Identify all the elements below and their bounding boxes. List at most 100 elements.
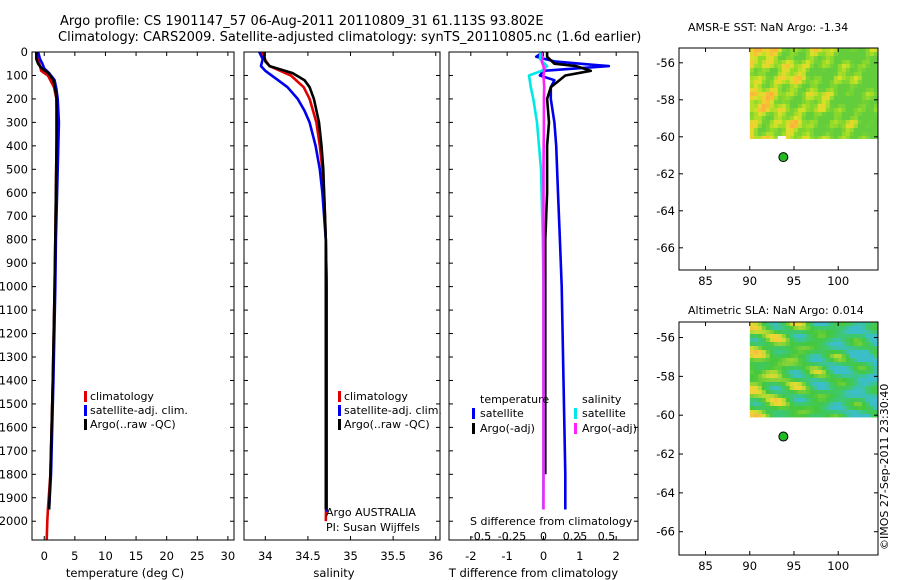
map-cell <box>865 116 871 121</box>
map-cell <box>833 100 839 105</box>
map-cell <box>809 128 815 133</box>
map-cell <box>833 394 839 399</box>
map-cell <box>785 80 791 85</box>
map-y-tick-label: -62 <box>656 167 675 181</box>
map-cell <box>813 52 819 57</box>
map-cell <box>793 116 799 121</box>
map-cell <box>793 56 799 61</box>
map-cell <box>813 370 819 375</box>
map-cell <box>861 394 867 399</box>
map-cell <box>785 338 791 343</box>
map-cell <box>861 92 867 97</box>
map-cell <box>825 326 831 331</box>
map-cell <box>749 48 755 53</box>
map-cell <box>805 382 811 387</box>
map-cell <box>857 338 863 343</box>
map-cell <box>869 334 875 339</box>
map-cell <box>821 378 827 383</box>
y-tick-label: 1200 <box>0 327 28 341</box>
map-cell <box>825 402 831 407</box>
map-cell <box>845 386 851 391</box>
map-cell <box>857 108 863 113</box>
x-tick-label: 0 <box>41 549 48 563</box>
map-cell <box>809 120 815 125</box>
map-cell <box>869 64 875 69</box>
map-cell <box>833 88 839 93</box>
map-cell <box>793 338 799 343</box>
map-cell <box>769 104 775 109</box>
map-cell <box>805 378 811 383</box>
map-cell <box>841 406 847 411</box>
map-cell <box>773 350 779 355</box>
map-cell <box>869 398 875 403</box>
legend-label: Argo(..raw -QC) <box>344 418 430 431</box>
map-cell <box>809 382 815 387</box>
map-cell <box>773 48 779 53</box>
map-cell <box>777 374 783 379</box>
x-tick-label: 25 <box>190 549 205 563</box>
secondary-tick-label: -0.5 <box>470 530 491 543</box>
map-cell <box>853 378 859 383</box>
map-cell <box>773 322 779 327</box>
map-cell <box>861 120 867 125</box>
map-cell <box>809 108 815 113</box>
map-cell <box>765 104 771 109</box>
map-cell <box>873 68 879 73</box>
map-cell <box>865 84 871 89</box>
map-cell <box>817 366 823 371</box>
map-cell <box>869 136 875 139</box>
map-cell <box>829 374 835 379</box>
legend-title: salinity <box>582 393 622 406</box>
map-cell <box>749 390 755 395</box>
map-cell <box>821 362 827 367</box>
map-cell <box>781 326 787 331</box>
map-cell <box>845 414 851 418</box>
map-cell <box>761 96 767 101</box>
map-cell <box>801 100 807 105</box>
map-cell <box>789 330 795 335</box>
map-cell <box>841 358 847 363</box>
series-line-difference-s-argo-adj- <box>540 51 546 510</box>
map-cell <box>869 346 875 351</box>
map-cell <box>769 132 775 137</box>
map-cell <box>789 52 795 57</box>
map-cell <box>765 326 771 331</box>
map-cell <box>773 60 779 65</box>
map-cell <box>841 386 847 391</box>
map-cell <box>837 64 843 69</box>
map-cell <box>749 410 755 415</box>
map-cell <box>873 394 879 399</box>
map-cell <box>865 398 871 403</box>
map-cell <box>841 132 847 137</box>
legend-swatch <box>574 423 577 434</box>
map-cell <box>769 386 775 391</box>
map-cell <box>821 124 827 129</box>
x-tick-label: 34.5 <box>295 549 321 563</box>
map-cell <box>769 414 775 418</box>
map-cell <box>785 128 791 133</box>
map-cell <box>777 326 783 331</box>
map-cell <box>837 410 843 415</box>
map-cell <box>781 342 787 347</box>
map-cell <box>829 334 835 339</box>
map-cell <box>749 60 755 65</box>
map-cell <box>753 112 759 117</box>
map-cell <box>789 132 795 137</box>
map-cell <box>853 104 859 109</box>
map-cell <box>849 370 855 375</box>
map-cell <box>753 48 759 53</box>
map-cell <box>757 406 763 411</box>
map-cell <box>793 406 799 411</box>
map-cell <box>749 88 755 93</box>
map-cell <box>749 330 755 335</box>
map-cell <box>813 386 819 391</box>
map-cell <box>845 100 851 105</box>
map-cell <box>781 128 787 133</box>
map-cell <box>781 354 787 359</box>
map-cell <box>761 56 767 61</box>
map-cell <box>769 398 775 403</box>
map-cell <box>753 374 759 379</box>
map-cell <box>781 64 787 69</box>
map-cell <box>829 52 835 57</box>
map-cell <box>861 402 867 407</box>
